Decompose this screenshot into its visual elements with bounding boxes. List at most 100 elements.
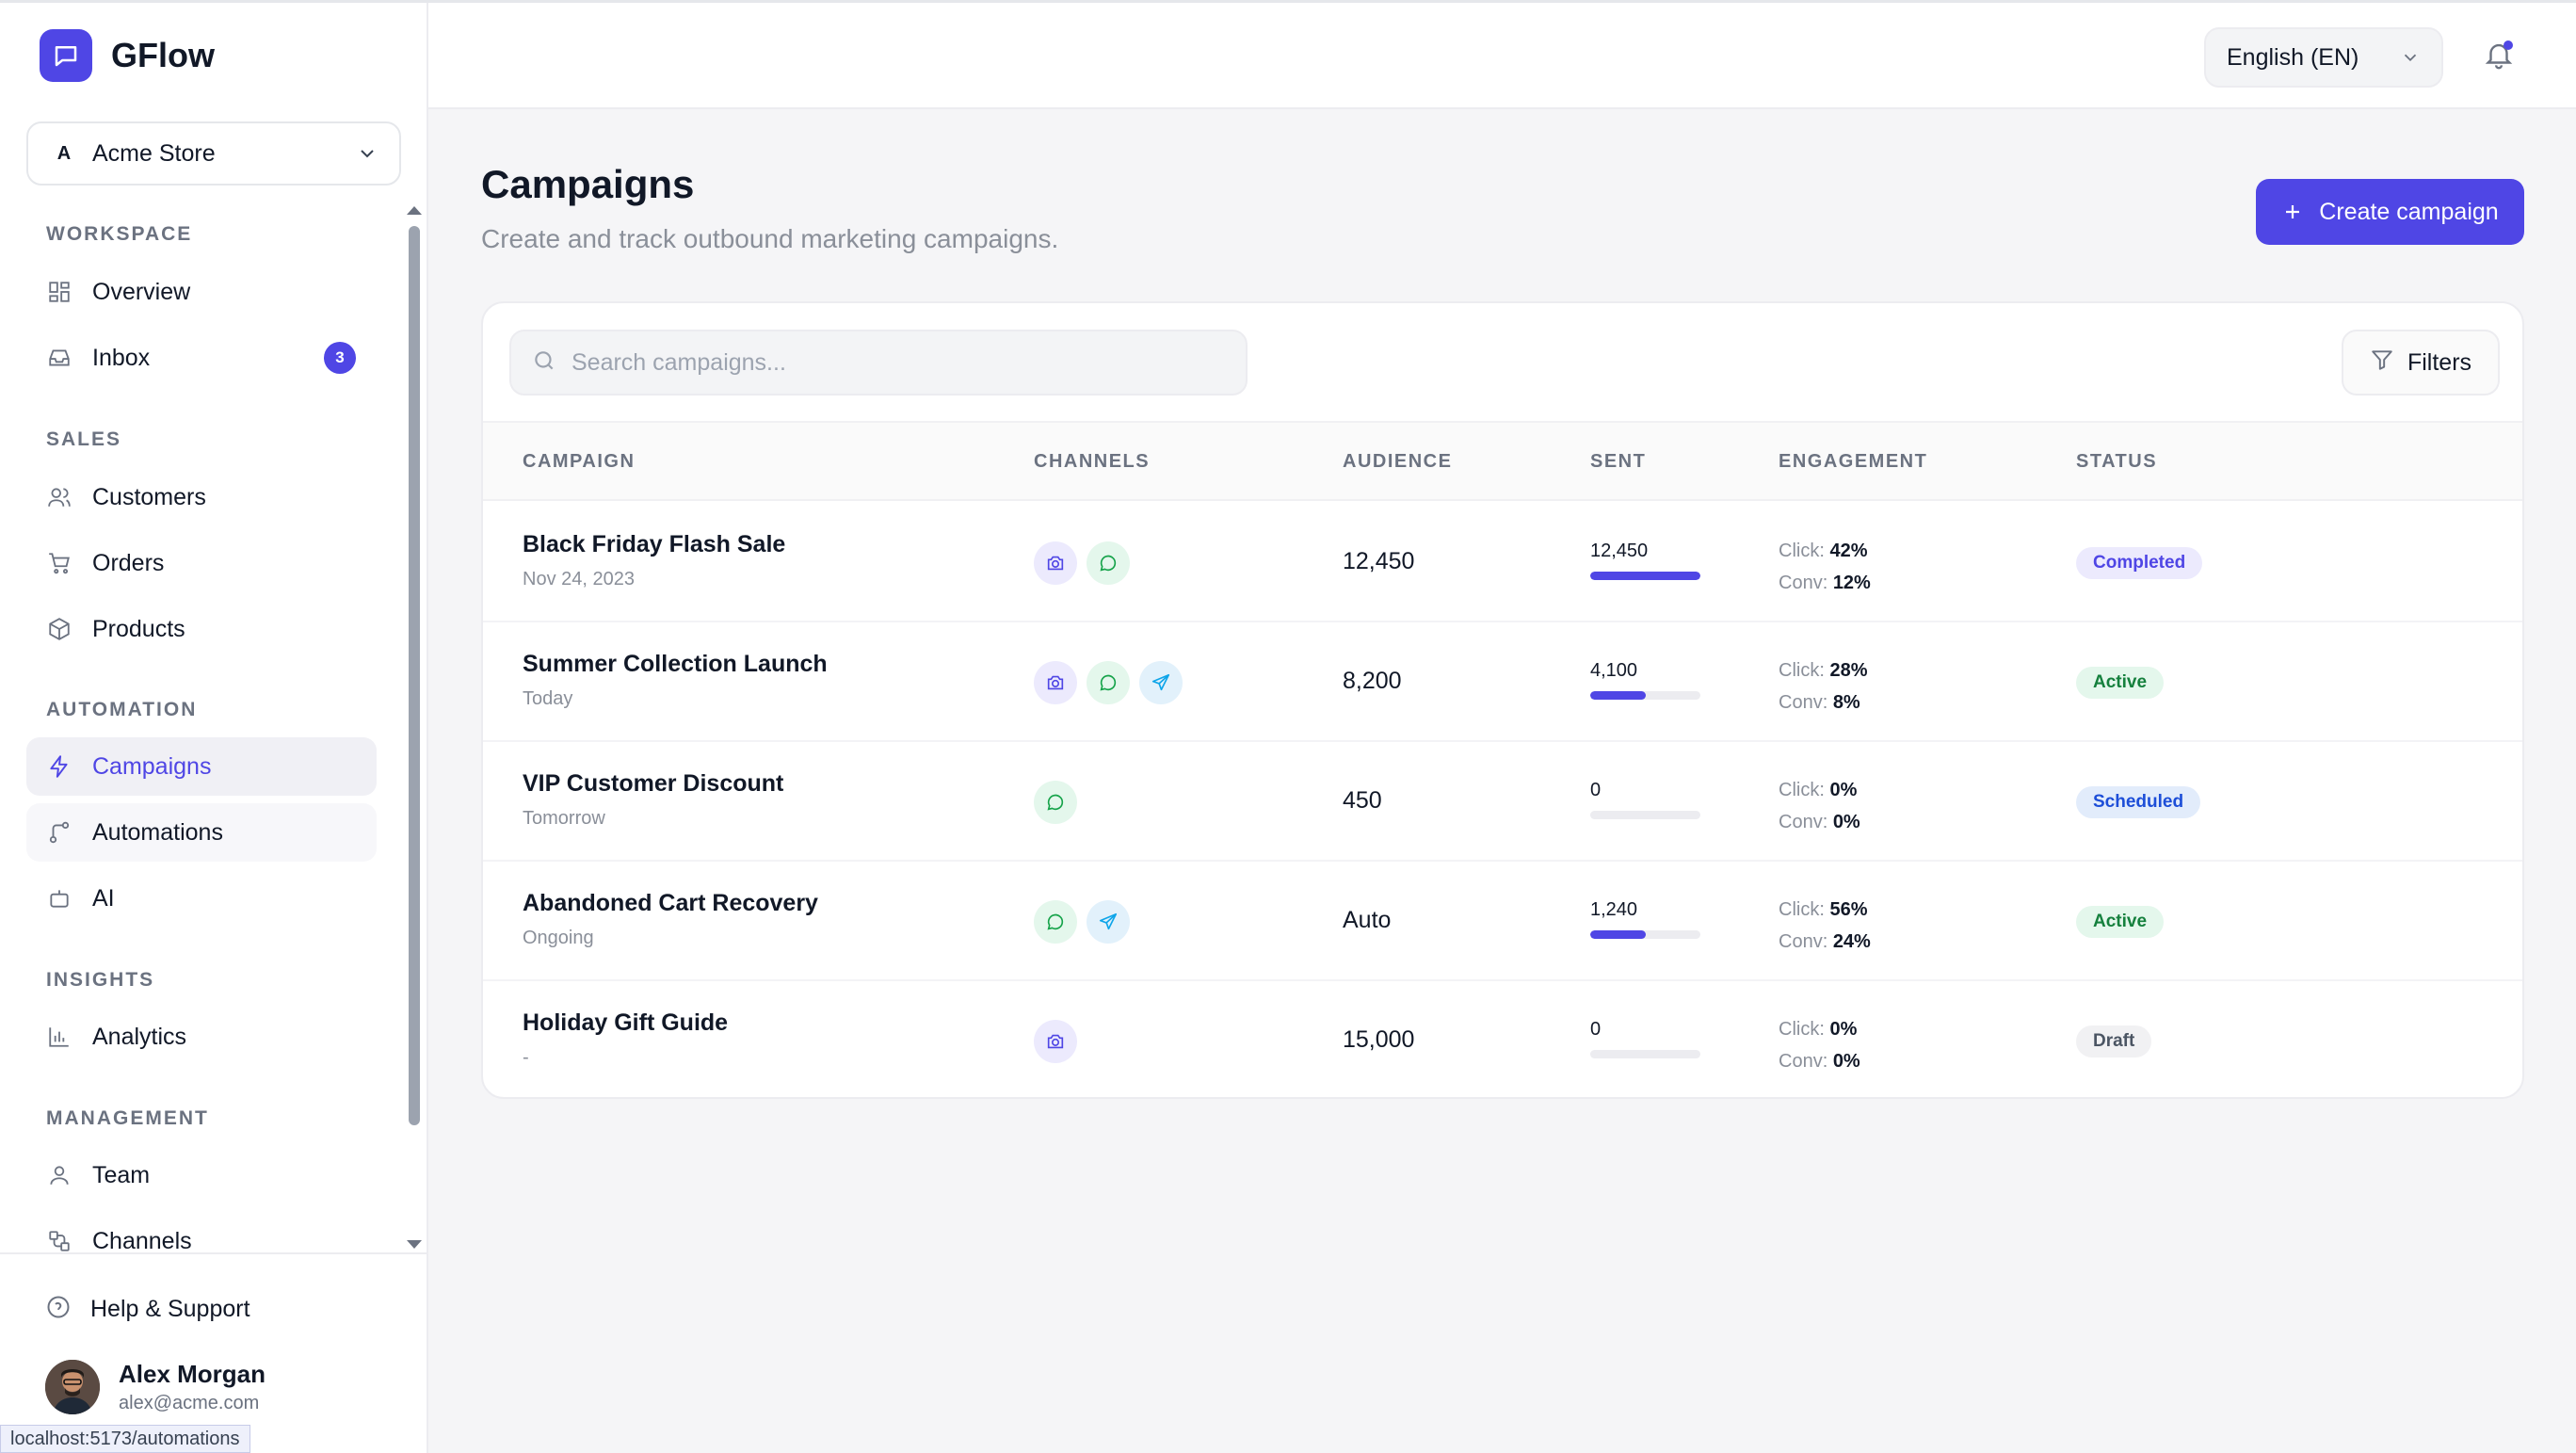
table-header: CAMPAIGN CHANNELS AUDIENCE SENT ENGAGEME… [483,421,2522,501]
campaign-channels [1034,781,1077,824]
click-rate: 56% [1829,899,1868,920]
scroll-down-arrow[interactable] [407,1240,422,1249]
section-title-workspace: WORKSPACE [46,223,193,245]
campaign-date: Ongoing [523,928,594,948]
sidebar-item-inbox[interactable]: Inbox 3 [26,329,377,387]
campaign-sent: 0 [1590,780,1703,819]
sent-progress-bar [1590,930,1700,939]
search-input[interactable] [572,348,1231,377]
table-row[interactable]: Holiday Gift Guide - 15,000 0 Click: 0% Conv:… [483,981,2522,1097]
campaign-engagement: Click: 28% Conv: 8% [1779,654,1867,718]
campaign-audience: 450 [1343,787,1382,814]
channels-icon [45,1227,73,1252]
create-campaign-button[interactable]: Create campaign [2256,179,2524,245]
sidebar-item-automations[interactable]: Automations [26,803,377,862]
whatsapp-icon [1034,781,1077,824]
campaign-name[interactable]: Summer Collection Launch [523,651,828,677]
inbox-icon [45,344,73,372]
help-support-link[interactable]: Help & Support [45,1294,250,1325]
sidebar-item-channels[interactable]: Channels [26,1212,377,1252]
status-badge: Completed [2076,547,2203,579]
whatsapp-icon [1034,900,1077,944]
sent-progress-fill [1590,572,1700,580]
section-title-sales: SALES [46,428,122,450]
bell-icon [2483,39,2515,75]
column-header-status[interactable]: STATUS [2076,451,2158,472]
click-label: Click: [1779,899,1825,920]
column-header-engagement[interactable]: ENGAGEMENT [1779,451,1928,472]
conv-label: Conv: [1779,573,1828,593]
campaign-audience: 15,000 [1343,1026,1415,1053]
sidebar-scrollbar[interactable] [405,202,424,1252]
camera-icon [1034,1020,1077,1063]
campaign-name[interactable]: Black Friday Flash Sale [523,531,786,557]
campaign-audience: 12,450 [1343,548,1415,574]
section-title-insights: INSIGHTS [46,969,155,991]
campaign-sent: 12,450 [1590,541,1703,580]
search-box[interactable] [509,330,1248,396]
chat-logo-icon [40,29,92,82]
table-row[interactable]: Black Friday Flash Sale Nov 24, 2023 12,45… [483,503,2522,622]
table-row[interactable]: Abandoned Cart Recovery Ongoing Auto 1,240 C… [483,862,2522,981]
conv-rate: 24% [1832,931,1871,952]
sidebar-item-products[interactable]: Products [26,600,377,658]
sidebar-nav: WORKSPACE Overview Inbox 3 SALES Custome… [0,202,428,1252]
campaign-name[interactable]: Abandoned Cart Recovery [523,890,818,916]
user-icon [45,1161,73,1189]
sidebar-item-analytics[interactable]: Analytics [26,1008,377,1066]
store-selector[interactable]: A Acme Store [26,121,401,186]
sidebar-item-label: Orders [92,549,165,576]
table-row[interactable]: Summer Collection Launch Today 8,200 4,100 C… [483,622,2522,742]
camera-icon [1034,541,1077,585]
campaign-name[interactable]: VIP Customer Discount [523,770,784,797]
section-title-automation: AUTOMATION [46,699,198,720]
filters-label: Filters [2407,348,2472,376]
help-support-label: Help & Support [90,1296,250,1322]
page-title: Campaigns [481,162,695,206]
column-header-channels[interactable]: CHANNELS [1034,451,1151,472]
sidebar-item-overview[interactable]: Overview [26,263,377,321]
column-header-sent[interactable]: SENT [1590,451,1647,472]
sent-progress-bar [1590,572,1700,580]
status-badge: Active [2076,906,2165,938]
sent-count: 1,240 [1590,899,1638,920]
language-selector[interactable]: English (EN) [2204,27,2443,88]
campaign-audience: Auto [1343,907,1392,933]
sidebar-item-label: Team [92,1161,151,1188]
campaign-sent: 0 [1590,1019,1703,1058]
click-label: Click: [1779,541,1825,561]
store-name: Acme Store [92,139,216,167]
app-name: GFlow [111,36,215,74]
sidebar-item-campaigns[interactable]: Campaigns [26,737,377,796]
click-rate: 0% [1829,780,1858,800]
send-icon [1139,661,1183,704]
brand[interactable]: GFlow [40,29,215,82]
user-profile[interactable]: Alex Morgan alex@acme.com [45,1360,266,1414]
campaign-name[interactable]: Holiday Gift Guide [523,1009,729,1036]
scrollbar-thumb[interactable] [409,226,420,1125]
bot-icon [45,884,73,912]
campaign-date: - [523,1047,529,1068]
campaign-date: Nov 24, 2023 [523,569,635,589]
bar-chart-icon [45,1023,73,1051]
sidebar-item-customers[interactable]: Customers [26,468,377,526]
camera-icon [1034,661,1077,704]
scroll-up-arrow[interactable] [407,206,422,215]
table-row[interactable]: VIP Customer Discount Tomorrow 450 0 Click: … [483,742,2522,862]
conv-rate: 0% [1832,812,1860,832]
column-header-campaign[interactable]: CAMPAIGN [523,451,636,472]
notifications-button[interactable] [2475,33,2522,80]
notification-dot [2504,40,2513,50]
sidebar-item-label: Products [92,615,185,642]
search-icon [532,348,556,378]
sent-count: 12,450 [1590,541,1649,561]
plus-icon [2281,201,2304,223]
top-border [0,0,2576,3]
inbox-count-badge: 3 [324,342,356,374]
filters-button[interactable]: Filters [2342,330,2500,396]
sidebar-item-label: AI [92,884,115,912]
sidebar-item-orders[interactable]: Orders [26,534,377,592]
column-header-audience[interactable]: AUDIENCE [1343,451,1453,472]
sidebar-item-ai[interactable]: AI [26,869,377,928]
sidebar-item-team[interactable]: Team [26,1146,377,1204]
